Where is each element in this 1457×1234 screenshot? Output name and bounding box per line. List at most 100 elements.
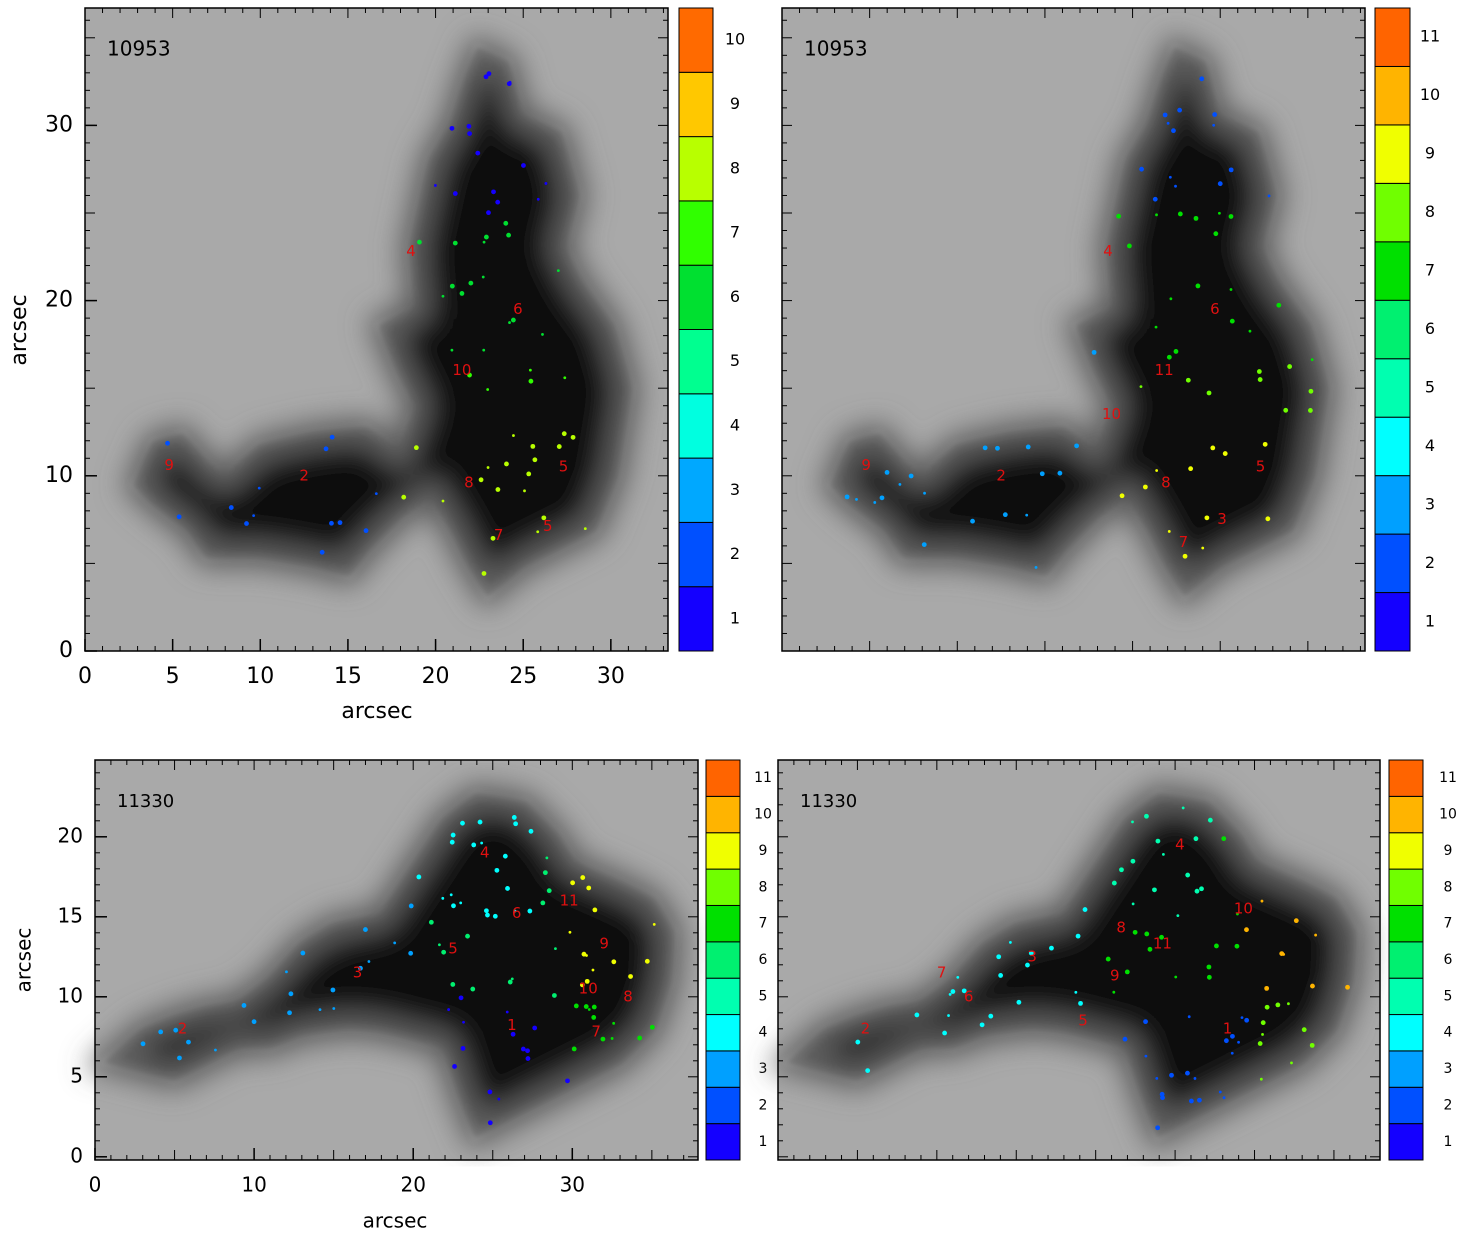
feature-dot [949,993,952,996]
region-label: 8 [1116,919,1126,937]
feature-dot [537,198,540,201]
x-axis-label: arcsec [363,1209,428,1233]
colorbar-label: 9 [1444,843,1453,859]
feature-dot [1152,887,1157,892]
feature-dot [591,1015,596,1020]
feature-dot [441,950,446,955]
feature-dot [1219,1091,1222,1094]
feature-dot [1223,451,1228,456]
feature-dot [1287,1002,1290,1005]
feature-dot [1221,836,1226,841]
feature-dot [914,1013,919,1018]
feature-dot [612,1022,615,1025]
colorbar-segment [706,833,740,869]
x-tick-label: 15 [334,664,362,689]
region-label: 9 [1110,967,1120,985]
feature-dot [1174,185,1177,188]
feature-dot [506,233,511,238]
feature-dot [1261,1033,1264,1036]
feature-dot [855,498,858,501]
feature-dot [1076,934,1081,939]
feature-dot [570,880,575,885]
region-label: 9 [164,456,174,474]
region-label: 8 [464,473,474,491]
feature-dot [1308,408,1313,413]
feature-dot [1177,108,1182,113]
feature-dot [1224,1038,1229,1043]
feature-dot [505,886,510,891]
feature-dot [451,349,454,352]
y-tick-label: 10 [58,983,83,1007]
feature-dot [1244,1018,1249,1023]
region-label: 5 [1256,458,1266,476]
feature-dot [1283,408,1288,413]
region-label: 4 [406,242,416,260]
feature-dot [1208,818,1213,823]
region-label: 9 [861,456,871,474]
feature-dot [545,182,548,185]
feature-dot [530,444,535,449]
colorbar-label: 7 [1425,261,1435,280]
feature-dot [484,235,489,240]
feature-dot [363,927,368,932]
colorbar-segment [1389,978,1423,1014]
feature-dot [470,987,475,992]
feature-dot [438,943,441,946]
region-label: 7 [591,1023,601,1041]
feature-dot [488,1090,493,1095]
colorbar-segment [679,587,713,651]
region-label: 11 [1155,361,1174,379]
y-tick-label: 20 [45,288,73,313]
feature-dot [1174,976,1177,979]
feature-dot [453,241,458,246]
feature-dot [287,1010,292,1015]
y-tick-label: 10 [45,463,73,488]
colorbar-label: 1 [730,608,740,627]
feature-dot [956,976,959,979]
feature-dot [1189,1099,1194,1104]
colorbar-segment [679,72,713,136]
colorbar-segment [1389,1124,1423,1160]
feature-dot [319,1008,322,1011]
feature-dot [1168,530,1171,533]
feature-dot [1040,471,1045,476]
feature-dot [1194,216,1199,221]
y-tick-label: 20 [58,823,83,847]
feature-dot [845,494,850,499]
feature-dot [503,854,508,859]
colorbar-label: 2 [1425,553,1435,572]
feature-dot [540,901,545,906]
x-tick-label: 10 [246,664,274,689]
feature-dot [1155,1125,1160,1130]
feature-dot [1148,947,1153,952]
region-label: 2 [861,1019,871,1037]
feature-dot [588,1008,591,1011]
feature-dot [513,821,518,826]
feature-dot [983,445,988,450]
region-label: 9 [599,935,609,953]
feature-dot [1345,985,1350,990]
feature-dot [1143,485,1148,490]
colorbar-label: 8 [759,879,768,895]
feature-dot [526,472,531,477]
feature-dot [451,903,456,908]
region-label: 3 [1027,947,1037,965]
feature-dot [285,970,288,973]
feature-dot [947,1014,950,1017]
feature-dot [141,1041,146,1046]
feature-dot [450,126,455,131]
feature-dot [1155,469,1158,472]
feature-dot [450,893,453,896]
colorbar-segment [679,201,713,265]
feature-dot [452,1064,457,1069]
feature-dot [592,969,595,972]
region-label: 5 [559,458,569,476]
colorbar-label: 7 [730,223,740,242]
y-axis-label: arcsec [12,928,36,993]
feature-dot [258,487,261,490]
feature-dot [252,1019,257,1024]
feature-dot [998,973,1003,978]
feature-dot [1207,391,1212,396]
colorbar-label: 10 [1420,85,1440,104]
x-axis-label: arcsec [341,699,412,724]
